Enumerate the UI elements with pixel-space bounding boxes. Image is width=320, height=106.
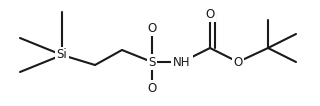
Text: O: O: [233, 56, 243, 68]
Text: O: O: [148, 22, 156, 34]
Text: S: S: [148, 56, 156, 68]
Text: NH: NH: [173, 56, 191, 68]
Text: O: O: [148, 82, 156, 95]
Text: O: O: [205, 8, 215, 20]
Text: Si: Si: [57, 49, 68, 61]
